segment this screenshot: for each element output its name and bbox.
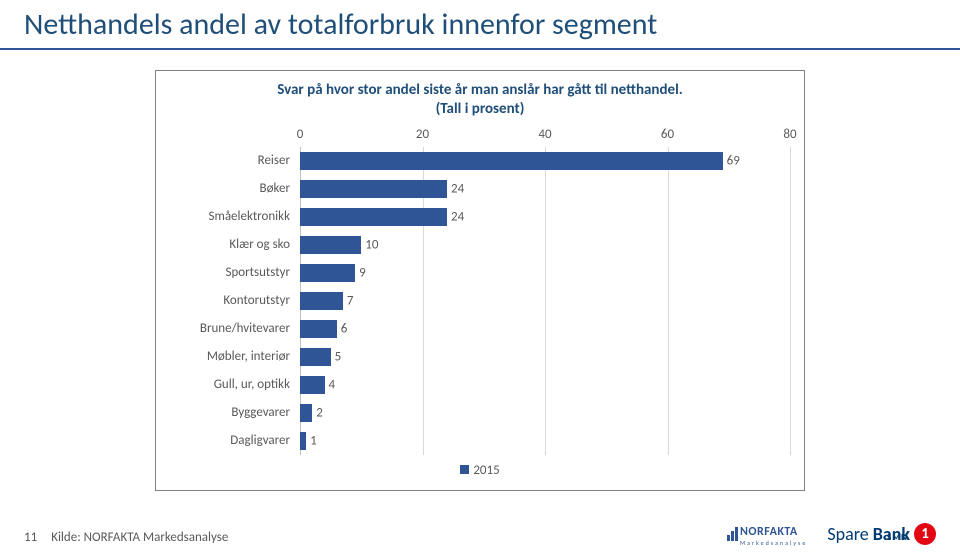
x-tick: 60 <box>661 127 674 142</box>
legend: 2015 <box>170 463 790 478</box>
bar-row: 24 <box>300 175 790 203</box>
bar-row: 2 <box>300 399 790 427</box>
norfakta-sub: Markedsanalyse <box>740 539 807 547</box>
y-label: Reiser <box>170 147 300 175</box>
footer: 11 Kilde: NORFAKTA Markedsanalyse <box>24 530 228 545</box>
chart-title: Svar på hvor stor andel siste år man ans… <box>170 81 790 119</box>
x-tick: 0 <box>297 127 304 142</box>
source-label: Kilde: NORFAKTA Markedsanalyse <box>51 530 228 545</box>
y-label: Byggevarer <box>170 399 300 427</box>
chart-title-line2: (Tall i prosent) <box>170 100 790 119</box>
y-label: Bøker <box>170 175 300 203</box>
y-label: Småelektronikk <box>170 203 300 231</box>
bars-area: 692424109765421 <box>300 147 790 455</box>
y-label: Dagligvarer <box>170 427 300 455</box>
gridline <box>790 147 791 455</box>
bar-row: 9 <box>300 259 790 287</box>
norfakta-text-wrap: NORFAKTA Markedsanalyse <box>740 521 807 547</box>
y-label: Møbler, interiør <box>170 343 300 371</box>
bar-value-label: 6 <box>337 321 348 336</box>
bar: 10 <box>300 236 361 254</box>
logo-area: NORFAKTA Markedsanalyse SpareBank 1 SMN <box>727 521 936 547</box>
bar: 6 <box>300 320 337 338</box>
bar-row: 69 <box>300 147 790 175</box>
page-title: Netthandels andel av totalforbruk innenf… <box>24 6 657 43</box>
slide: Netthandels andel av totalforbruk innenf… <box>0 0 960 559</box>
bar-value-label: 69 <box>723 153 740 168</box>
y-label: Sportsutstyr <box>170 259 300 287</box>
sparebank-text1: Spare <box>827 523 868 545</box>
sparebank-logo: SpareBank 1 <box>827 523 936 545</box>
x-tick: 80 <box>783 127 796 142</box>
norfakta-logo: NORFAKTA Markedsanalyse <box>727 521 807 547</box>
bar: 1 <box>300 432 306 450</box>
x-tick: 40 <box>538 127 551 142</box>
y-label: Kontorutstyr <box>170 287 300 315</box>
page-number: 11 <box>24 530 37 545</box>
bar-value-label: 24 <box>447 209 464 224</box>
bar: 9 <box>300 264 355 282</box>
bar: 2 <box>300 404 312 422</box>
norfakta-icon <box>727 527 738 541</box>
bar: 4 <box>300 376 325 394</box>
y-label: Gull, ur, optikk <box>170 371 300 399</box>
norfakta-name: NORFAKTA <box>740 525 798 539</box>
y-label: Brune/hvitevarer <box>170 315 300 343</box>
bar-row: 4 <box>300 371 790 399</box>
bar-value-label: 1 <box>306 433 317 448</box>
chart-title-line1: Svar på hvor stor andel siste år man ans… <box>170 81 790 100</box>
plot-area: 020406080 692424109765421 <box>300 127 790 455</box>
bar-row: 5 <box>300 343 790 371</box>
bar-row: 7 <box>300 287 790 315</box>
bar-row: 24 <box>300 203 790 231</box>
bar: 5 <box>300 348 331 366</box>
bar-value-label: 5 <box>331 349 342 364</box>
title-underline <box>0 48 960 50</box>
legend-label: 2015 <box>473 463 499 478</box>
bar-value-label: 4 <box>325 377 336 392</box>
bar-value-label: 10 <box>361 237 378 252</box>
legend-swatch <box>460 465 469 474</box>
y-axis-labels: ReiserBøkerSmåelektronikkKlær og skoSpor… <box>170 127 300 455</box>
bar-row: 1 <box>300 427 790 455</box>
bar-row: 10 <box>300 231 790 259</box>
bar: 24 <box>300 208 447 226</box>
y-label: Klær og sko <box>170 231 300 259</box>
bar-row: 6 <box>300 315 790 343</box>
bar-value-label: 2 <box>312 405 323 420</box>
bar: 24 <box>300 180 447 198</box>
chart-container: Svar på hvor stor andel siste år man ans… <box>155 70 805 491</box>
bar: 69 <box>300 152 723 170</box>
sparebank-smn: SMN <box>887 532 908 543</box>
x-tick: 20 <box>416 127 429 142</box>
chart-body: ReiserBøkerSmåelektronikkKlær og skoSpor… <box>170 127 790 455</box>
bar-value-label: 9 <box>355 265 366 280</box>
sparebank-badge: 1 <box>914 523 936 545</box>
x-axis: 020406080 <box>300 127 790 147</box>
bar-value-label: 24 <box>447 181 464 196</box>
bar-value-label: 7 <box>343 293 354 308</box>
bar: 7 <box>300 292 343 310</box>
